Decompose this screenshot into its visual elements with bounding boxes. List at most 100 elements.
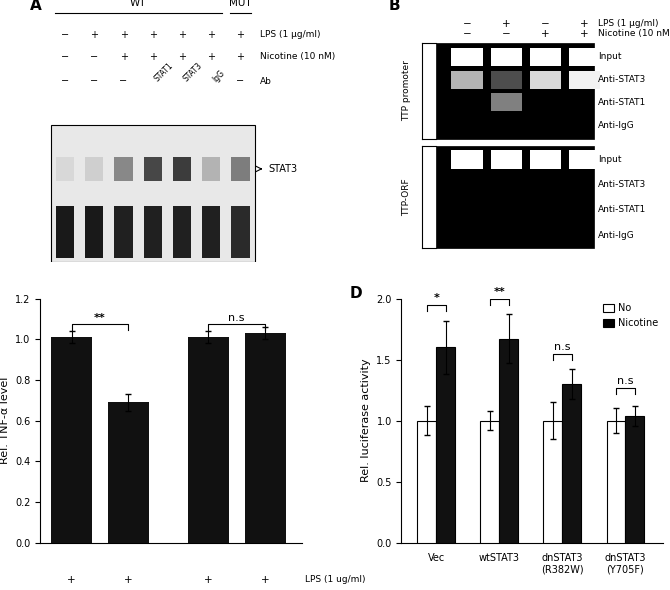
Bar [85,206,103,258]
Text: +: + [204,575,212,585]
Text: +: + [580,19,589,29]
Bar [451,71,482,88]
Text: Anti-STAT1: Anti-STAT1 [598,205,646,214]
Text: Anti-STAT3: Anti-STAT3 [598,180,646,189]
Text: +: + [261,575,269,585]
Text: −: − [462,19,471,29]
Bar [606,421,626,543]
Text: −: − [61,52,69,62]
Text: LPS (1 μg/ml): LPS (1 μg/ml) [260,30,321,40]
Text: D: D [349,286,362,301]
Text: +: + [541,28,550,38]
Bar [480,421,499,543]
Bar [115,156,133,181]
Text: +: + [178,30,186,40]
Text: +: + [207,30,215,40]
Text: A: A [29,0,42,13]
Bar [108,402,149,543]
Bar [202,156,220,181]
Bar [51,125,255,262]
Bar [490,150,522,169]
Bar [490,93,522,112]
Text: Anti-STAT3: Anti-STAT3 [598,75,646,84]
Bar [143,156,162,181]
Bar [173,206,191,258]
Text: +: + [119,52,127,62]
Bar [530,48,561,65]
Bar [436,348,455,543]
Text: −: − [237,76,245,86]
Text: n.s: n.s [617,376,634,386]
Bar [543,421,562,543]
Bar [231,206,250,258]
Text: −: − [119,76,127,86]
Text: −: − [90,76,98,86]
Text: Anti-IgG: Anti-IgG [598,231,634,240]
Text: IgG: IgG [211,68,227,84]
Bar [56,206,74,258]
Text: +: + [178,52,186,62]
Text: −: − [61,76,69,86]
Text: STAT3: STAT3 [182,61,204,84]
Text: +: + [90,30,98,40]
Bar [451,48,482,65]
Text: +: + [67,575,76,585]
Text: −: − [61,30,69,40]
Bar [490,48,522,65]
Bar [173,156,191,181]
Bar [490,71,522,88]
Text: LPS (1 μg/ml): LPS (1 μg/ml) [598,19,659,28]
Text: −: − [541,19,550,29]
Text: +: + [149,52,157,62]
Text: LPS (1 ug/ml): LPS (1 ug/ml) [305,575,365,584]
Text: +: + [149,30,157,40]
Text: −: − [462,28,471,38]
Bar [417,421,436,543]
Text: B: B [389,0,400,13]
Text: +: + [119,30,127,40]
Text: Anti-STAT1: Anti-STAT1 [598,98,646,107]
Text: +: + [502,19,511,29]
Legend: No, Nicotine: No, Nicotine [602,303,659,328]
Bar [530,71,561,88]
Text: −: − [90,52,98,62]
Bar [626,416,645,543]
Text: −: − [502,28,511,38]
Text: MUT: MUT [229,0,252,8]
Bar [499,339,518,543]
Text: TTP promoter: TTP promoter [402,61,411,122]
Bar [436,43,594,139]
Bar [188,337,228,543]
Text: n.s: n.s [228,313,245,323]
Text: **: ** [493,287,505,297]
Bar [569,150,600,169]
Text: Input: Input [598,155,621,164]
Text: Nicotine (10 nM): Nicotine (10 nM) [598,29,670,38]
Text: +: + [237,52,245,62]
Text: +: + [580,28,589,38]
Text: *: * [433,293,439,303]
Bar [569,71,600,88]
Bar [202,206,220,258]
Bar [51,337,92,543]
Bar [245,333,285,543]
Text: n.s: n.s [554,342,571,352]
Y-axis label: Rel. luciferase activity: Rel. luciferase activity [361,359,371,483]
Text: +: + [124,575,133,585]
Bar [569,48,600,65]
Text: +: + [207,52,215,62]
Y-axis label: Rel. TNF-α level: Rel. TNF-α level [0,377,9,464]
Bar [143,206,162,258]
Bar [562,384,582,543]
Bar [436,146,594,248]
Text: Ab: Ab [260,77,272,86]
Bar [115,206,133,258]
Text: Input: Input [598,53,621,61]
Bar [231,156,250,181]
Bar [530,150,561,169]
Text: STAT3: STAT3 [268,164,297,174]
Text: WT: WT [130,0,147,8]
Text: **: ** [94,313,106,323]
Text: TTP-ORF: TTP-ORF [402,178,411,216]
Bar [85,156,103,181]
